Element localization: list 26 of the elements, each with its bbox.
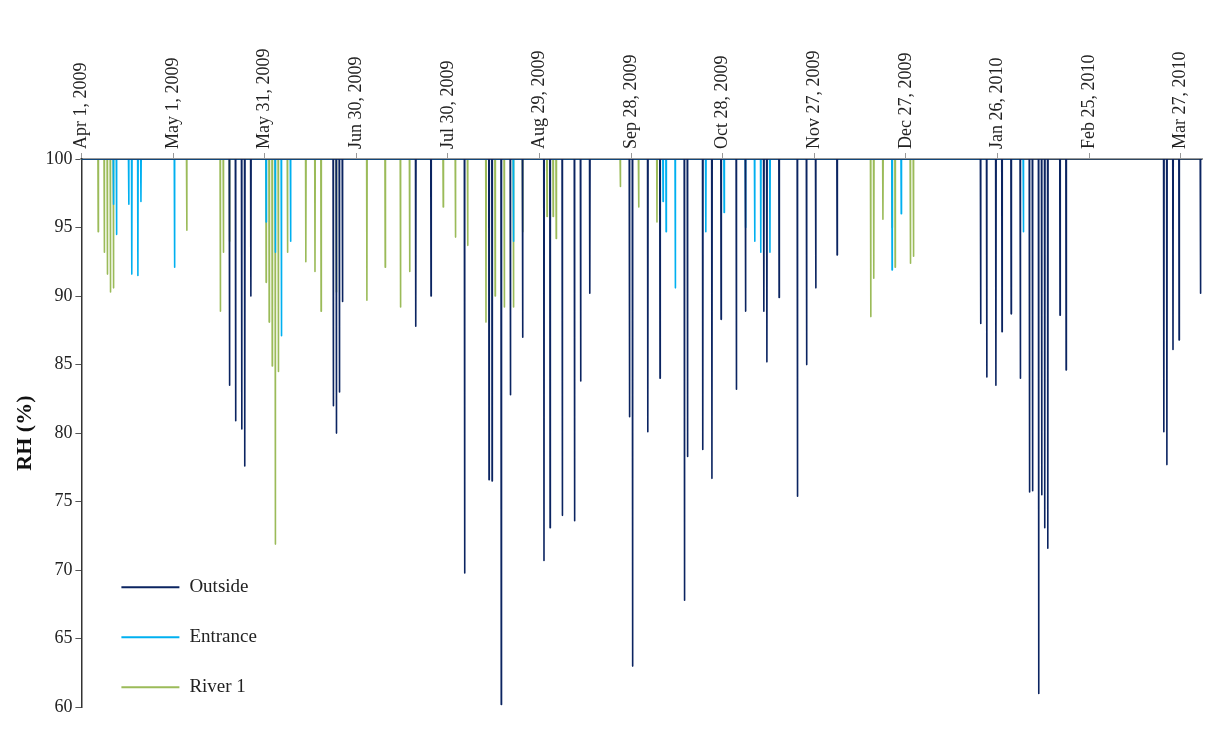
y-tick-label: 75 bbox=[54, 490, 73, 511]
x-tick-label: Dec 27, 2009 bbox=[894, 52, 915, 149]
y-tick-label: 95 bbox=[54, 216, 73, 237]
x-tick-label: May 31, 2009 bbox=[253, 48, 274, 149]
legend-label: River 1 bbox=[189, 675, 246, 697]
legend-label: Outside bbox=[189, 575, 249, 597]
y-tick-label: 70 bbox=[54, 558, 73, 579]
x-tick-label: Jan 26, 2010 bbox=[986, 57, 1007, 149]
x-tick-label: Sep 28, 2009 bbox=[619, 54, 640, 149]
y-tick-label: 80 bbox=[54, 421, 73, 442]
legend-label: Entrance bbox=[189, 625, 257, 647]
x-tick-label: Oct 28, 2009 bbox=[711, 55, 732, 149]
y-tick-label: 65 bbox=[54, 627, 73, 648]
x-tick-label: Jul 30, 2009 bbox=[436, 60, 457, 149]
x-tick-label: Nov 27, 2009 bbox=[802, 50, 823, 149]
x-tick-label: May 1, 2009 bbox=[161, 57, 182, 149]
x-tick-label: Aug 29, 2009 bbox=[528, 50, 549, 149]
y-tick-label: 60 bbox=[54, 695, 73, 716]
y-tick-label: 90 bbox=[54, 284, 73, 305]
x-tick-label: Jun 30, 2009 bbox=[344, 56, 365, 149]
y-tick-label: 100 bbox=[45, 147, 73, 168]
y-tick-label: 85 bbox=[54, 353, 73, 374]
y-axis-title: RH (%) bbox=[10, 395, 36, 471]
x-tick-label: Mar 27, 2010 bbox=[1169, 51, 1190, 149]
x-tick-label: Feb 25, 2010 bbox=[1077, 54, 1098, 149]
x-tick-label: Apr 1, 2009 bbox=[70, 62, 91, 149]
